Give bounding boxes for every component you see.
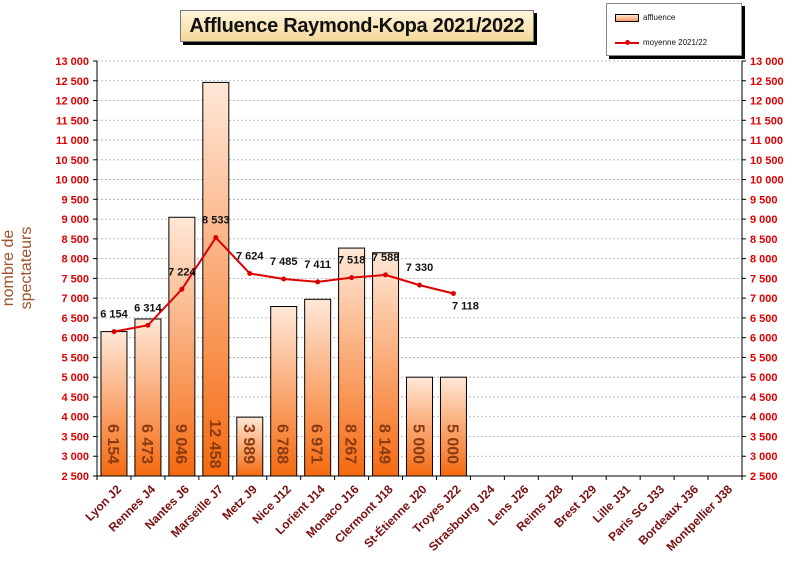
y-tick-label-left: 11 000 [56, 135, 89, 147]
legend-label: affluence [643, 13, 676, 22]
legend-item-moyenne: moyenne 2021/22 [615, 38, 707, 47]
bar-value-label: 5 000 [443, 424, 460, 464]
y-tick-label-right: 9 000 [750, 214, 778, 226]
y-tick-label-left: 10 000 [55, 175, 89, 187]
y-tick-label-left: 11 500 [56, 115, 89, 127]
bar [236, 416, 264, 477]
bar [372, 252, 400, 477]
average-point [349, 275, 355, 281]
average-value-label: 7 118 [452, 300, 479, 312]
y-tick-label-right: 3 500 [750, 431, 778, 443]
legend: affluence moyenne 2021/22 [606, 3, 742, 56]
average-point [281, 276, 287, 282]
y-tick-label-right: 8 000 [750, 254, 778, 266]
bar-value-label: 6 788 [274, 424, 291, 464]
y-tick-label-left: 9 500 [61, 194, 89, 206]
bar [100, 331, 128, 477]
y-tick-label-right: 7 500 [750, 273, 778, 285]
y-tick-label-right: 12 000 [750, 96, 784, 108]
legend-label: moyenne 2021/22 [643, 38, 708, 47]
y-tick-label-left: 2 500 [61, 471, 89, 483]
average-point [213, 235, 219, 241]
y-tick-label-right: 5 500 [750, 352, 778, 364]
average-point [383, 272, 389, 278]
y-tick-label-left: 12 500 [55, 76, 89, 88]
average-point [450, 290, 456, 296]
y-tick-label-right: 9 500 [750, 194, 778, 206]
y-tick-label-left: 3 500 [61, 431, 89, 443]
y-tick-label-left: 8 500 [61, 234, 89, 246]
average-value-label: 7 624 [236, 250, 264, 262]
bar-value-label: 6 971 [308, 424, 325, 464]
y-tick-label-left: 9 000 [61, 214, 89, 226]
y-tick-label-right: 10 500 [750, 155, 784, 167]
bar-value-label: 12 458 [206, 420, 223, 469]
bar [439, 376, 467, 477]
y-tick-label-right: 11 000 [750, 135, 783, 147]
legend-line-swatch [615, 39, 639, 45]
y-tick-label-left: 7 000 [61, 293, 89, 305]
y-tick-label-right: 3 000 [750, 451, 778, 463]
y-tick-label-right: 13 000 [750, 56, 784, 68]
y-tick-label-left: 5 500 [61, 352, 89, 364]
average-value-label: 7 485 [270, 256, 298, 268]
y-tick-label-left: 5 000 [61, 372, 89, 384]
y-tick-label-left: 7 500 [61, 273, 89, 285]
bar [202, 81, 230, 477]
bar-value-label: 6 154 [104, 424, 121, 464]
average-value-label: 6 154 [100, 309, 128, 321]
y-tick-label-left: 4 000 [61, 412, 89, 424]
y-tick-label-left: 4 500 [61, 392, 89, 404]
bar [304, 298, 332, 477]
y-tick-label-left: 10 500 [55, 155, 89, 167]
average-point [111, 329, 117, 335]
y-tick-label-right: 4 500 [750, 392, 778, 404]
y-tick-label-right: 8 500 [750, 234, 778, 246]
y-tick-label-right: 4 000 [750, 412, 778, 424]
average-point [179, 286, 185, 292]
y-tick-label-left: 12 000 [55, 96, 89, 108]
y-tick-label-left: 6 500 [61, 313, 89, 325]
y-tick-label-right: 2 500 [750, 471, 778, 483]
average-value-label: 8 533 [202, 215, 230, 227]
bar-value-label: 9 046 [172, 424, 189, 464]
bar [406, 376, 433, 477]
bar-value-label: 6 473 [138, 424, 155, 464]
y-tick-label-left: 8 000 [61, 254, 89, 266]
average-point [417, 282, 422, 288]
legend-bar-swatch [615, 13, 639, 22]
y-tick-label-left: 3 000 [61, 451, 89, 463]
average-value-label: 6 314 [134, 302, 162, 314]
y-tick-label-right: 7 000 [750, 293, 778, 305]
average-point [247, 270, 253, 276]
bar [168, 216, 196, 477]
bar [338, 247, 366, 477]
y-tick-label-left: 13 000 [55, 56, 89, 68]
y-tick-label-right: 11 500 [750, 115, 783, 127]
y-tick-label-right: 5 000 [750, 372, 778, 384]
bar [270, 306, 298, 477]
average-value-label: 7 330 [406, 262, 434, 274]
average-point [145, 322, 151, 328]
average-value-label: 7 224 [168, 266, 196, 278]
legend-item-affluence: affluence [615, 13, 675, 22]
bar-value-label: 8 149 [376, 424, 393, 464]
y-tick-label-right: 6 500 [750, 313, 778, 325]
average-value-label: 7 411 [304, 259, 331, 271]
average-value-label: 7 518 [338, 255, 366, 267]
bar-value-label: 5 000 [410, 424, 427, 464]
y-axis-title: nombre de spectateurs [0, 226, 35, 310]
chart-title: Affluence Raymond-Kopa 2021/2022 [180, 10, 534, 42]
bar-value-label: 3 989 [240, 424, 257, 464]
bar [134, 318, 162, 477]
y-tick-label-right: 6 000 [750, 333, 778, 345]
average-point [315, 279, 321, 285]
y-tick-label-left: 6 000 [61, 333, 89, 345]
bar-value-label: 8 267 [342, 424, 359, 464]
y-tick-label-right: 12 500 [750, 76, 784, 88]
average-value-label: 7 588 [372, 252, 400, 264]
y-tick-label-right: 10 000 [750, 175, 784, 187]
